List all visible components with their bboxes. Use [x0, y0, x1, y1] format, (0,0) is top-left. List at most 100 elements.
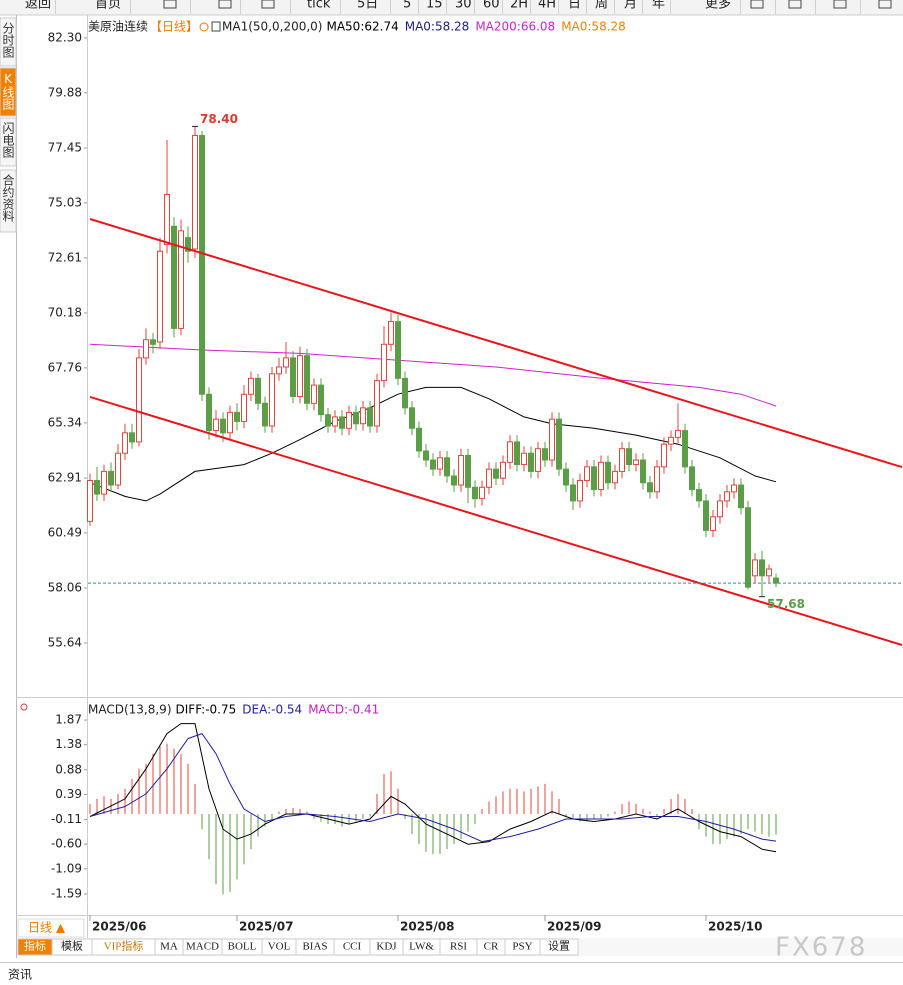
candle-body: [297, 355, 303, 397]
y-tick-label: -0.60: [51, 837, 82, 851]
candle-body: [437, 457, 443, 470]
toolbar-icon[interactable]: [261, 0, 275, 9]
indicator-tab[interactable]: BOLL: [228, 941, 257, 953]
indicator-tab[interactable]: CCI: [343, 941, 362, 953]
side-tab-bg[interactable]: [0, 67, 17, 117]
legend-item: DEA:-0.54: [242, 703, 302, 717]
legend-item: 美原油连续: [88, 19, 148, 34]
candle-body: [269, 373, 275, 427]
candle-body: [612, 470, 618, 484]
indicator-tab[interactable]: 设置: [548, 940, 570, 953]
toolbar-icon[interactable]: [833, 0, 847, 9]
y-tick-label: 72.61: [48, 250, 82, 264]
period-icon[interactable]: [199, 22, 209, 32]
candle-body: [262, 402, 268, 427]
toolbar-icon[interactable]: [788, 0, 802, 9]
indicator-tab[interactable]: LW&: [409, 941, 434, 953]
candle-body: [213, 418, 219, 432]
toolbar-item[interactable]: 5: [403, 0, 411, 12]
y-tick-label: -1.59: [51, 886, 82, 900]
candle-body: [745, 507, 751, 588]
toolbar-item[interactable]: 60: [483, 0, 500, 12]
extreme-label: 78.40: [200, 112, 238, 126]
legend-item: MACD:-0.41: [308, 703, 379, 717]
candle-body: [388, 321, 394, 345]
indicator-tab-bg[interactable]: [539, 938, 579, 956]
candle-body: [626, 448, 632, 466]
indicator-tab[interactable]: MA: [160, 941, 178, 953]
watermark: FX678: [775, 933, 867, 963]
candle-body: [157, 250, 163, 343]
candle-body: [479, 486, 485, 500]
toolbar-icon[interactable]: [218, 0, 232, 9]
candle-body: [668, 436, 674, 445]
indicator-tab[interactable]: 模板: [61, 939, 83, 953]
indicator-tab[interactable]: PSY: [512, 941, 532, 953]
toolbar-item[interactable]: tick: [307, 0, 331, 12]
candle-body: [248, 377, 254, 395]
indicator-tab[interactable]: VIP指标: [104, 939, 144, 953]
indicator-tab[interactable]: CR: [484, 941, 499, 953]
candle-body: [535, 448, 541, 472]
toolbar-icon[interactable]: [163, 0, 177, 9]
candle-body: [710, 516, 716, 531]
y-tick-label: 1.87: [55, 713, 82, 727]
candle-body: [409, 407, 415, 429]
candle-body: [234, 411, 240, 422]
indicator-tab[interactable]: VOL: [268, 941, 291, 953]
toolbar-item[interactable]: 15: [426, 0, 443, 12]
toolbar-bg: [0, 0, 903, 15]
candle-body: [661, 443, 667, 468]
toolbar-item[interactable]: 更多: [705, 0, 731, 12]
toolbar-item[interactable]: 4H: [538, 0, 556, 12]
moving-average: [89, 386, 777, 502]
candle-body: [199, 134, 205, 395]
settings-icon[interactable]: [20, 703, 28, 711]
period-button[interactable]: 日线 ▲: [28, 921, 66, 935]
indicator-tab[interactable]: RSI: [450, 941, 467, 953]
toolbar-icon[interactable]: [750, 0, 764, 9]
side-tab-bg[interactable]: [0, 17, 17, 67]
legend-item: MA0:58.28: [561, 20, 626, 34]
y-tick-label: 60.49: [48, 525, 82, 539]
toolbar-item[interactable]: 2H: [510, 0, 528, 12]
legend-item: 【日线】: [150, 20, 198, 34]
side-tab[interactable]: 分时图: [1, 22, 15, 58]
candle-body: [367, 407, 373, 427]
toolbar-item[interactable]: 5日: [357, 0, 378, 12]
indicator-tab[interactable]: 指标: [24, 939, 46, 953]
toolbar-item[interactable]: 周: [595, 0, 608, 12]
legend-item: MA0:58.28: [405, 20, 470, 34]
candle-body: [542, 448, 548, 461]
indicator-tab[interactable]: MACD: [186, 941, 219, 953]
side-tab-bg[interactable]: [0, 117, 17, 167]
toolbar-item[interactable]: 月: [624, 0, 637, 12]
side-tab[interactable]: 闪电图: [1, 122, 15, 158]
side-tab[interactable]: 合约资料: [1, 173, 15, 222]
candle-body: [703, 500, 709, 531]
indicator-tab[interactable]: KDJ: [376, 941, 397, 953]
y-tick-label: 55.64: [48, 635, 82, 649]
candle-body: [752, 559, 758, 577]
candle-body: [458, 455, 464, 486]
candle-body: [381, 343, 387, 382]
footer-tab[interactable]: 资讯: [8, 968, 32, 982]
legend-item: MACD(13,8,9): [88, 703, 172, 717]
indicator-tab[interactable]: BIAS: [302, 941, 327, 953]
side-tab-bg[interactable]: [0, 169, 17, 233]
candle-body: [423, 450, 429, 461]
y-tick-label: 82.30: [48, 30, 82, 44]
y-tick-label: 62.91: [48, 470, 82, 484]
indicator-icon[interactable]: [211, 21, 221, 32]
side-tab[interactable]: K线图: [1, 72, 15, 110]
toolbar-item[interactable]: 30: [455, 0, 472, 12]
toolbar-item[interactable]: 日: [568, 0, 581, 12]
toolbar-item[interactable]: 首页: [95, 0, 121, 12]
y-tick-label: 1.38: [55, 737, 82, 751]
toolbar-item[interactable]: 返回: [25, 0, 51, 12]
period-button-bg[interactable]: [17, 918, 85, 938]
toolbar-icon[interactable]: [878, 0, 892, 9]
candle-body: [353, 411, 359, 425]
toolbar-item[interactable]: 年: [652, 0, 665, 12]
